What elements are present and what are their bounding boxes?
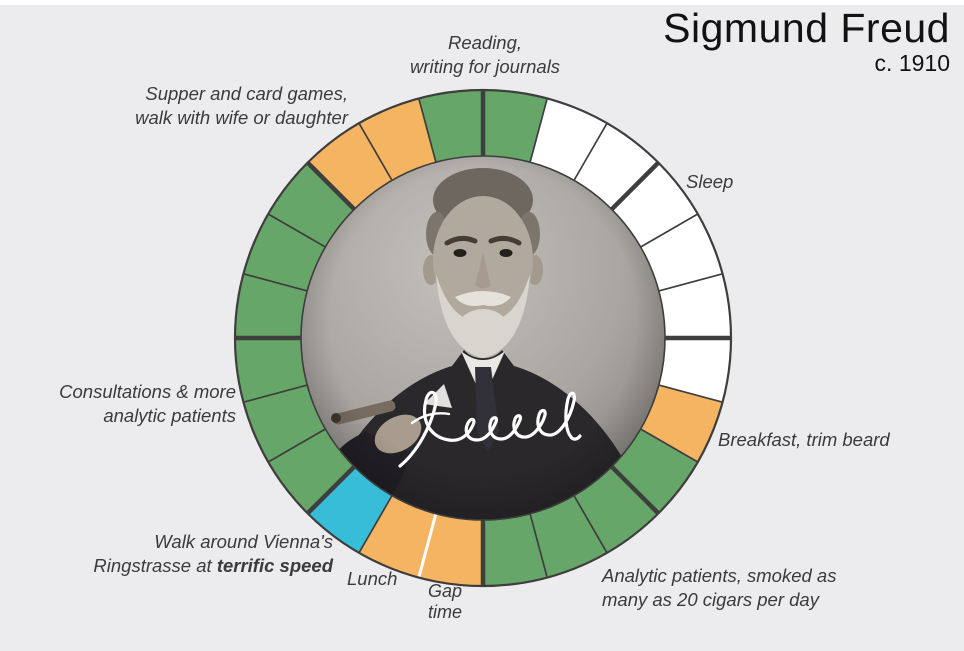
hour-tick-19: [243, 272, 308, 292]
hour-tick-1: [529, 98, 549, 163]
hour-tick-16: [267, 428, 326, 463]
label-analytic-patients: Analytic patients, smoked as many as 20 …: [602, 565, 837, 610]
label-lunch: Lunch: [347, 568, 398, 589]
label-supper-cards: Supper and card games, walk with wife or…: [135, 83, 348, 128]
ring-outlines: [233, 88, 733, 588]
label-sleep: Sleep: [686, 171, 734, 192]
hour-tick-2: [573, 122, 608, 181]
title-block: Sigmund Freud c. 1910: [663, 6, 950, 77]
hour-tick-20: [267, 213, 326, 248]
chart-subtitle: c. 1910: [874, 50, 950, 76]
hour-tick-15: [306, 465, 356, 515]
label-consultations: Consultations & more analytic patients: [59, 381, 236, 426]
hour-tick-11: [529, 513, 549, 578]
freud-signature: [398, 390, 582, 468]
label-reading-writing: Reading, writing for journals: [409, 32, 561, 77]
segment-gap-time: [418, 513, 483, 586]
segment-analytic: [483, 429, 698, 586]
hour-tick-4: [640, 213, 699, 248]
inner-ring-outline: [300, 155, 666, 521]
hour-tick-22: [358, 122, 393, 181]
hour-tick-21: [306, 161, 356, 211]
hour-tick-8: [640, 428, 699, 463]
segment-sleep: [530, 98, 731, 403]
segment-breakfast: [640, 385, 723, 462]
hour-tick-10: [573, 495, 608, 554]
hour-tick-23: [417, 98, 437, 163]
hour-tick-3: [610, 161, 660, 211]
label-gap-time: Gap time: [427, 581, 463, 622]
hour-tick-14: [358, 495, 393, 554]
label-breakfast: Breakfast, trim beard: [718, 429, 890, 450]
photo-vignette: [301, 156, 665, 520]
top-white-strip: [0, 0, 964, 5]
hour-tick-13: [417, 513, 438, 578]
freud-portrait-photo: [301, 156, 665, 520]
segment-lunch: [359, 495, 436, 578]
hour-tick-5: [658, 272, 723, 292]
chart-title: Sigmund Freud: [663, 5, 950, 51]
hour-tick-17: [243, 384, 308, 404]
hour-tick-9: [610, 465, 660, 515]
hour-tick-7: [658, 384, 723, 404]
hour-ticks: [235, 90, 731, 586]
label-walk-ringstrasse: Walk around Vienna's Ringstrasse at terr…: [93, 531, 333, 576]
outer-ring-outline: [233, 88, 733, 588]
segment-supper: [307, 98, 436, 210]
